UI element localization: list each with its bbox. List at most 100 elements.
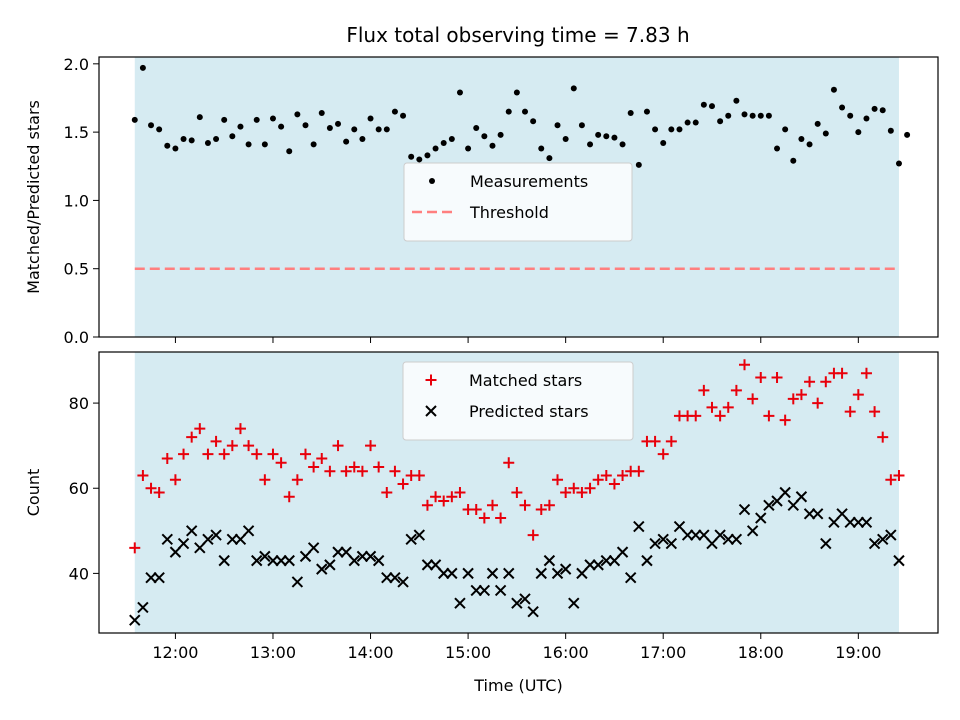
predicted-star-point xyxy=(893,554,905,567)
predicted-star-point xyxy=(372,554,385,567)
matched-star-point xyxy=(446,491,458,503)
legend-marker-dot xyxy=(429,178,435,184)
measurement-point xyxy=(562,135,569,142)
matched-star-point xyxy=(186,431,198,443)
matched-star-point xyxy=(169,474,181,486)
matched-star-point xyxy=(755,372,767,384)
matched-star-point xyxy=(576,487,588,498)
matched-star-point xyxy=(161,452,173,464)
series-measurements xyxy=(131,64,911,168)
measurement-point xyxy=(765,112,772,119)
matched-star-point xyxy=(714,410,726,422)
x-axis-label: Time (UTC) xyxy=(473,676,562,695)
predicted-star-point xyxy=(316,563,328,575)
measurement-point xyxy=(627,110,634,116)
measurement-point xyxy=(180,135,187,142)
measurement-point xyxy=(595,131,602,138)
matched-star-point xyxy=(495,512,507,524)
matched-star-point xyxy=(365,440,377,452)
measurement-point xyxy=(798,135,805,142)
predicted-star-point xyxy=(511,597,523,609)
series-matched-stars xyxy=(129,359,905,554)
predicted-star-point xyxy=(763,499,775,511)
matched-star-point xyxy=(129,542,141,554)
measurement-point xyxy=(326,125,333,132)
predicted-star-point xyxy=(633,520,645,533)
predicted-star-point xyxy=(413,529,426,541)
bottom-panel: 40 60 80 12:00 13:00 14:00 15:00 16:00 17:00 18:0… xyxy=(24,351,939,695)
predicted-star-point xyxy=(568,597,580,609)
predicted-star-point xyxy=(324,559,336,571)
measurement-point xyxy=(261,141,268,148)
matched-star-point xyxy=(820,376,832,388)
y-tick-label: 1.5 xyxy=(64,123,89,142)
measurement-point xyxy=(790,157,797,164)
measurement-point xyxy=(465,145,472,152)
predicted-star-point xyxy=(478,584,491,597)
matched-star-point xyxy=(137,469,149,481)
measurement-point xyxy=(578,122,585,129)
legend-box xyxy=(402,361,634,441)
measurement-point xyxy=(692,119,699,126)
matched-star-point xyxy=(283,491,295,503)
matched-star-point xyxy=(860,367,872,379)
matched-star-point xyxy=(852,389,864,401)
predicted-star-point xyxy=(738,503,751,516)
predicted-star-point xyxy=(844,516,856,529)
matched-star-point xyxy=(779,414,791,426)
measurement-point xyxy=(188,137,195,144)
predicted-star-point xyxy=(584,559,596,571)
matched-star-point xyxy=(633,465,645,477)
predicted-star-point xyxy=(462,567,474,580)
predicted-star-point xyxy=(486,567,499,580)
matched-star-point xyxy=(243,440,255,452)
matched-star-point xyxy=(617,469,629,481)
measurement-point xyxy=(139,64,146,71)
predicted-star-point xyxy=(624,571,637,584)
predicted-star-point xyxy=(129,614,141,626)
measurement-point xyxy=(505,108,512,115)
predicted-star-point xyxy=(332,546,344,558)
measurement-point xyxy=(676,126,683,133)
measurement-point xyxy=(391,108,398,115)
x-tick-label: 12:00 xyxy=(152,643,198,662)
measurement-point xyxy=(684,119,691,126)
predicted-star-point xyxy=(446,567,458,580)
measurement-point xyxy=(367,115,374,122)
predicted-star-point xyxy=(657,533,669,546)
matched-star-point xyxy=(267,448,279,460)
measurement-point xyxy=(318,110,325,116)
measurement-point xyxy=(416,156,423,163)
matched-star-point xyxy=(552,474,564,486)
measurement-point xyxy=(774,145,781,152)
predicted-star-point xyxy=(267,554,279,567)
measurement-point xyxy=(351,126,358,133)
measurement-point xyxy=(708,103,715,110)
matched-star-point xyxy=(421,499,433,511)
measurement-point xyxy=(522,108,529,115)
measurement-point xyxy=(814,120,821,127)
predicted-star-point xyxy=(649,537,661,550)
matched-star-point xyxy=(178,448,190,460)
matched-star-point xyxy=(299,448,311,460)
predicted-star-point xyxy=(665,537,678,550)
matched-star-point xyxy=(560,487,572,498)
measurement-point xyxy=(847,112,854,119)
predicted-star-point xyxy=(291,576,304,588)
legend-label: Predicted stars xyxy=(469,402,589,421)
matched-star-point xyxy=(698,384,710,396)
measurement-point xyxy=(733,97,740,104)
measurement-point xyxy=(717,118,724,125)
predicted-star-point xyxy=(177,537,190,550)
matched-star-point xyxy=(690,410,702,422)
matched-star-point xyxy=(527,529,539,541)
predicted-star-point xyxy=(389,571,401,584)
matched-star-point xyxy=(649,435,661,447)
predicted-star-point xyxy=(397,576,409,588)
predicted-star-point xyxy=(153,571,165,584)
legend-marker-x xyxy=(425,405,437,417)
measurement-point xyxy=(278,123,285,130)
measurement-point xyxy=(456,89,463,96)
predicted-star-point xyxy=(811,508,824,520)
matched-star-point xyxy=(470,504,482,516)
